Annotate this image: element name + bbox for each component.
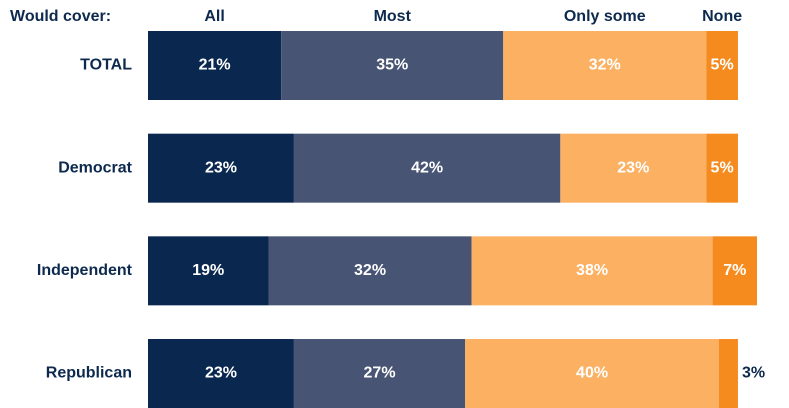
category-label: TOTAL [80,57,132,74]
bar-segment [706,133,738,203]
bar-segment [712,236,757,306]
legend-label: Most [374,8,412,25]
value-label: 7% [723,262,746,279]
value-label: 5% [711,57,734,74]
legend-label: None [702,8,742,25]
bar-segment [148,133,294,203]
value-label: 40% [576,365,608,382]
bar-segment [471,236,713,306]
bar-segment [148,31,282,100]
value-label: 27% [364,365,396,382]
bar-segment [560,133,707,203]
bar-segment [148,339,294,408]
value-label: 3% [742,365,765,382]
value-label: 42% [411,159,443,176]
bar-segment [465,339,719,408]
value-label: 32% [589,57,621,74]
category-label: Independent [37,262,133,279]
value-label: 32% [354,262,386,279]
bar-segment [281,31,504,100]
category-label: Republican [46,365,132,382]
value-label: 5% [711,159,734,176]
value-label: 19% [192,262,224,279]
bar-segment [148,236,269,306]
bar-segment [706,31,738,100]
bar-segment [293,133,561,203]
value-label: 23% [205,159,237,176]
value-label: 21% [199,57,231,74]
bar-segment [503,31,707,100]
value-label: 23% [205,365,237,382]
value-label: 23% [617,159,649,176]
legend-label: All [204,8,224,25]
value-label: 38% [576,262,608,279]
bar-segment [718,339,738,408]
bar-segment [293,339,466,408]
value-label: 35% [376,57,408,74]
bar-segment [268,236,472,306]
legend-label: Only some [564,8,646,25]
category-label: Democrat [58,159,132,176]
legend-title: Would cover: [10,8,111,25]
